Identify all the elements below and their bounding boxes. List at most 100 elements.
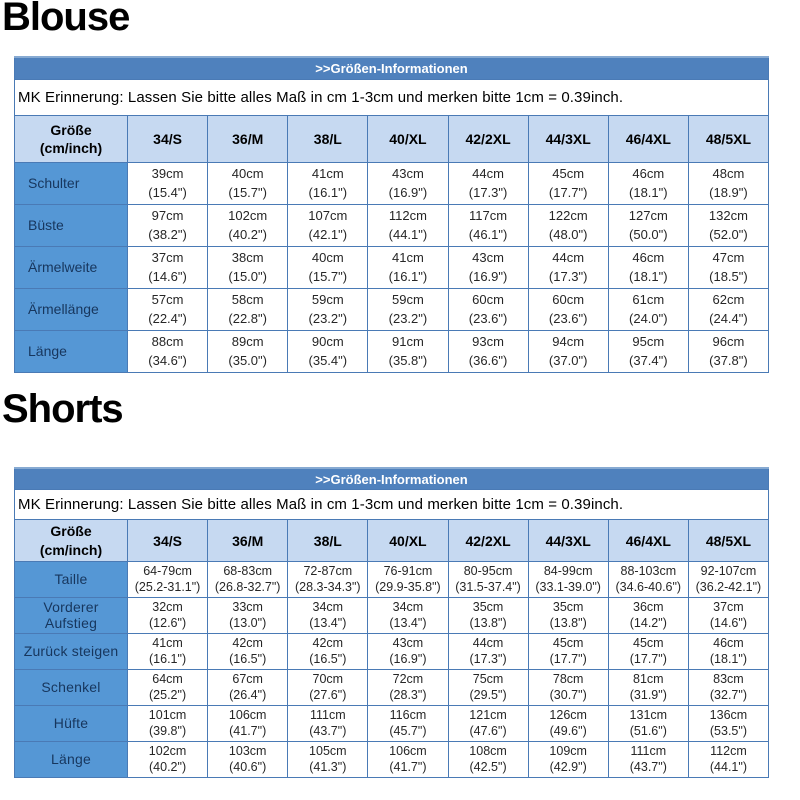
banner-row: >>Größen-Informationen — [14, 466, 769, 491]
row-label-cell: Zurück steigen — [14, 632, 128, 670]
row-label-cell: Schulter — [14, 161, 128, 205]
measurement-cell: 80-95cm (31.5-37.4") — [447, 560, 529, 598]
measurement-cell: 40cm (15.7") — [287, 245, 369, 289]
measurement-cell: 46cm (18.1") — [607, 245, 689, 289]
measurement-cell: 92-107cm (36.2-42.1") — [687, 560, 770, 598]
measurement-cell: 131cm (51.6") — [607, 704, 689, 742]
measurement-cell: 102cm (40.2") — [207, 203, 289, 247]
row-label-cell: Hüfte — [14, 704, 128, 742]
row-label-cell: Taille — [14, 560, 128, 598]
measurement-cell: 111cm (43.7") — [287, 704, 369, 742]
measurement-cell: 44cm (17.3") — [447, 161, 529, 205]
measurement-cell: 42cm (16.5") — [287, 632, 369, 670]
table-banner: >>Größen-Informationen — [14, 56, 769, 80]
measurement-cell: 97cm (38.2") — [126, 203, 209, 247]
measurement-cell: 40cm (15.7") — [207, 161, 289, 205]
table-row: Schulter 39cm (15.4") 40cm (15.7") 41cm (16.1"… — [14, 161, 770, 205]
measurement-cell: 108cm (42.5") — [447, 740, 529, 778]
size-header-cell: 48/5XL — [687, 519, 770, 562]
measurement-cell: 109cm (42.9") — [527, 740, 609, 778]
row-label-cell: Vorderer Aufstieg — [14, 596, 128, 634]
measurement-cell: 41cm (16.1") — [287, 161, 369, 205]
measurement-cell: 70cm (27.6") — [287, 668, 369, 706]
measurement-cell: 44cm (17.3") — [527, 245, 609, 289]
size-chart-section-shorts: Shorts >>Größen-Informationen MK Erinner… — [0, 387, 800, 778]
measurement-cell: 94cm (37.0") — [527, 329, 609, 373]
measurement-cell: 46cm (18.1") — [607, 161, 689, 205]
measurement-cell: 45cm (17.7") — [527, 632, 609, 670]
corner-header-cell: Größe (cm/inch) — [14, 519, 128, 562]
measurement-cell: 112cm (44.1") — [687, 740, 770, 778]
size-header-cell: 38/L — [287, 114, 369, 163]
measurement-cell: 78cm (30.7") — [527, 668, 609, 706]
size-header-cell: 40/XL — [367, 114, 449, 163]
note-row: MK Erinnerung: Lassen Sie bitte alles Ma… — [14, 489, 769, 521]
measurement-cell: 95cm (37.4") — [607, 329, 689, 373]
measurement-cell: 37cm (14.6") — [126, 245, 209, 289]
measurement-cell: 89cm (35.0") — [207, 329, 289, 373]
size-header-cell: 44/3XL — [527, 114, 609, 163]
measurement-cell: 32cm (12.6") — [126, 596, 209, 634]
measurement-cell: 38cm (15.0") — [207, 245, 289, 289]
measurement-cell: 67cm (26.4") — [207, 668, 289, 706]
measurement-cell: 35cm (13.8") — [527, 596, 609, 634]
size-header-cell: 36/M — [207, 114, 289, 163]
measurement-cell: 122cm (48.0") — [527, 203, 609, 247]
measurement-cell: 132cm (52.0") — [687, 203, 770, 247]
measurement-cell: 111cm (43.7") — [607, 740, 689, 778]
row-label-cell: Schenkel — [14, 668, 128, 706]
table-row: Ärmellänge 57cm (22.4") 58cm (22.8") 59cm (23.… — [14, 287, 770, 331]
size-header-cell: 46/4XL — [607, 114, 689, 163]
measurement-cell: 33cm (13.0") — [207, 596, 289, 634]
row-label-cell: Ärmelweite — [14, 245, 128, 289]
measurement-cell: 57cm (22.4") — [126, 287, 209, 331]
measurement-cell: 84-99cm (33.1-39.0") — [527, 560, 609, 598]
row-label-cell: Büste — [14, 203, 128, 247]
measurement-cell: 93cm (36.6") — [447, 329, 529, 373]
table-row: Hüfte 101cm (39.8") 106cm (41.7") 111cm (43.7"… — [14, 704, 770, 742]
measurement-cell: 62cm (24.4") — [687, 287, 770, 331]
measurement-cell: 47cm (18.5") — [687, 245, 770, 289]
measurement-cell: 59cm (23.2") — [287, 287, 369, 331]
measurement-cell: 75cm (29.5") — [447, 668, 529, 706]
note-row: MK Erinnerung: Lassen Sie bitte alles Ma… — [14, 78, 769, 116]
measurement-cell: 106cm (41.7") — [207, 704, 289, 742]
size-header-cell: 42/2XL — [447, 114, 529, 163]
table-row: Schenkel 64cm (25.2") 67cm (26.4") 70cm (27.6"… — [14, 668, 770, 706]
size-header-cell: 46/4XL — [607, 519, 689, 562]
measurement-cell: 43cm (16.9") — [447, 245, 529, 289]
row-label-cell: Länge — [14, 329, 128, 373]
table-row: Länge 102cm (40.2") 103cm (40.6") 105cm (41.3"… — [14, 740, 770, 778]
measurement-cell: 68-83cm (26.8-32.7") — [207, 560, 289, 598]
measurement-cell: 48cm (18.9") — [687, 161, 770, 205]
measurement-cell: 43cm (16.9") — [367, 632, 449, 670]
row-label-cell: Ärmellänge — [14, 287, 128, 331]
measurement-cell: 127cm (50.0") — [607, 203, 689, 247]
measurement-cell: 42cm (16.5") — [207, 632, 289, 670]
table-row: Länge 88cm (34.6") 89cm (35.0") 90cm (35.4") 91… — [14, 329, 770, 373]
size-header-cell: 40/XL — [367, 519, 449, 562]
measurement-cell: 41cm (16.1") — [367, 245, 449, 289]
table-row: Taille 64-79cm (25.2-31.1") 68-83cm (26.8-32… — [14, 560, 770, 598]
table-row: Büste 97cm (38.2") 102cm (40.2") 107cm (42.1")… — [14, 203, 770, 247]
size-header-cell: 34/S — [126, 519, 209, 562]
table-note: MK Erinnerung: Lassen Sie bitte alles Ma… — [14, 489, 769, 521]
size-chart-section-blouse: Blouse >>Größen-Informationen MK Erinner… — [0, 0, 800, 373]
measurement-cell: 136cm (53.5") — [687, 704, 770, 742]
measurement-cell: 64-79cm (25.2-31.1") — [126, 560, 209, 598]
measurement-cell: 59cm (23.2") — [367, 287, 449, 331]
measurement-cell: 72-87cm (28.3-34.3") — [287, 560, 369, 598]
size-header-row: Größe (cm/inch) 34/S 36/M 38/L 40/XL 42/2XL 44/… — [14, 114, 770, 163]
row-label-cell: Länge — [14, 740, 128, 778]
measurement-cell: 112cm (44.1") — [367, 203, 449, 247]
measurement-cell: 88cm (34.6") — [126, 329, 209, 373]
measurement-cell: 64cm (25.2") — [126, 668, 209, 706]
measurement-cell: 76-91cm (29.9-35.8") — [367, 560, 449, 598]
measurement-cell: 41cm (16.1") — [126, 632, 209, 670]
measurement-cell: 103cm (40.6") — [207, 740, 289, 778]
measurement-cell: 90cm (35.4") — [287, 329, 369, 373]
measurement-cell: 101cm (39.8") — [126, 704, 209, 742]
size-header-cell: 44/3XL — [527, 519, 609, 562]
table-row: Zurück steigen 41cm (16.1") 42cm (16.5") 42cm… — [14, 632, 770, 670]
measurement-cell: 60cm (23.6") — [447, 287, 529, 331]
